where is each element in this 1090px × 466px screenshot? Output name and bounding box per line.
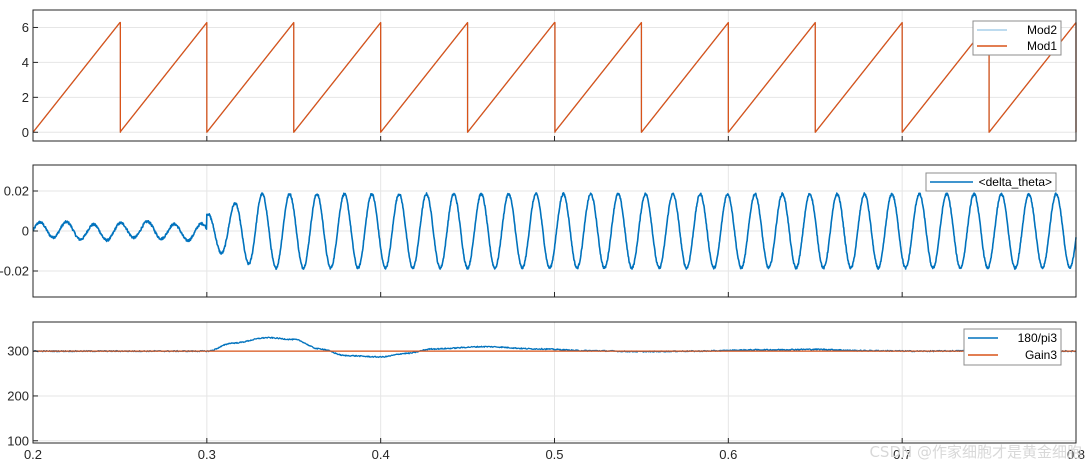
legend-box (963, 328, 1062, 366)
legend-label: <delta_theta> (979, 175, 1052, 189)
chart-panel-1: 0 2 4 6 Mod2 Mod1 (22, 9, 1077, 142)
x-tick-label: 0.4 (372, 447, 390, 462)
legend: 180/pi3 Gain3 (963, 328, 1062, 366)
y-tick-label: 300 (7, 344, 29, 359)
legend-box (925, 172, 1057, 192)
y-tick-label: 100 (7, 433, 29, 448)
series-line-1-2 (32, 21, 1077, 133)
legend-label: Gain3 (1025, 348, 1057, 362)
x-tick-label: 0.8 (1067, 447, 1085, 462)
x-tick-label: 0.7 (893, 447, 911, 462)
y-tick-label: 6 (22, 20, 29, 35)
series-line-2-1 (32, 192, 1077, 270)
legend-label: Mod1 (1027, 39, 1057, 53)
chart-panel-3: 100 200 300 0.2 0.3 0.4 0.5 0.6 0.7 0.8 180/pi3 Gai… (7, 321, 1085, 462)
x-tick-label: 0.5 (545, 447, 563, 462)
y-tick-label: 0.02 (4, 184, 29, 199)
chart-panel-2: -0.02 0 0.02 <delta_theta> (0, 164, 1077, 298)
y-tick-label: 200 (7, 388, 29, 403)
y-tick-label: 2 (22, 90, 29, 105)
y-tick-label: 0 (22, 224, 29, 239)
x-tick-label: 0.3 (198, 447, 216, 462)
legend-label: Mod2 (1027, 23, 1057, 37)
legend: Mod2 Mod1 (972, 20, 1062, 56)
x-tick-label: 0.6 (719, 447, 737, 462)
y-tick-label: 0 (22, 125, 29, 140)
y-tick-label: -0.02 (0, 264, 29, 279)
x-tick-label: 0.2 (24, 447, 42, 462)
legend-label: 180/pi3 (1018, 331, 1058, 345)
y-tick-label: 4 (22, 55, 29, 70)
legend: <delta_theta> (925, 172, 1057, 192)
watermark-text: CSDN @作家细胞才是黄金细胞 (869, 443, 1082, 461)
legend-box (972, 20, 1062, 56)
